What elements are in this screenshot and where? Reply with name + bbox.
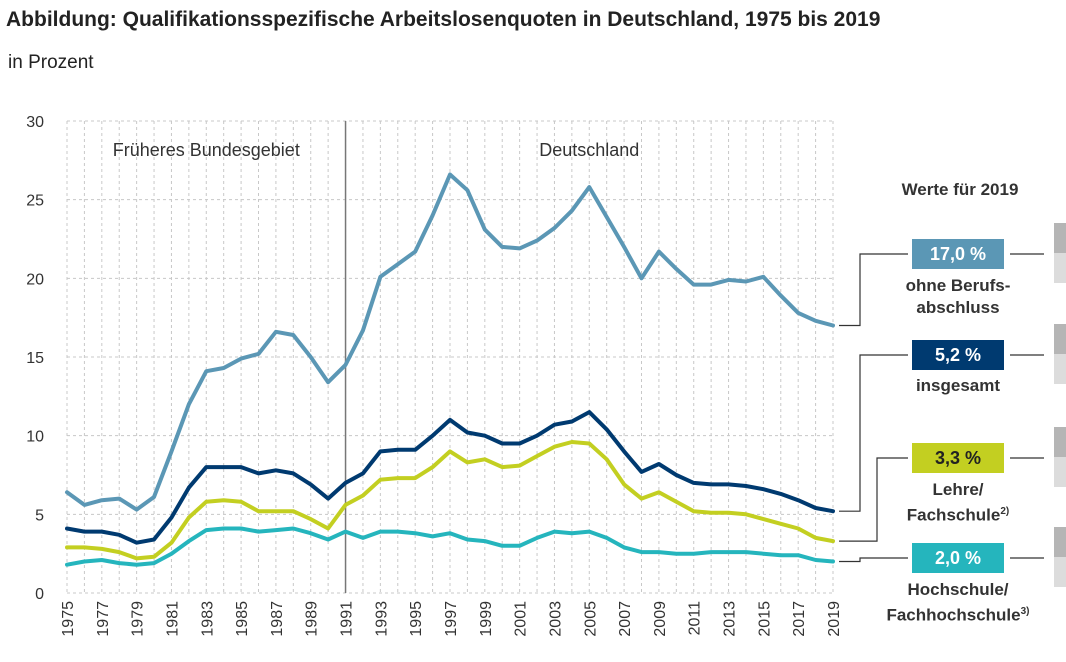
x-tick-label: 1987: [269, 601, 286, 637]
value-badge: 17,0 %: [912, 239, 1004, 269]
x-tick-label: 2001: [513, 601, 530, 637]
y-tick-label: 0: [35, 586, 44, 603]
x-tick-label: 2003: [547, 601, 564, 637]
y-tick-label: 15: [26, 350, 44, 367]
series-label-line: ohne Berufs-: [905, 276, 1011, 295]
region-label-west: Früheres Bundesgebiet: [113, 140, 300, 160]
panel-tab: [1054, 223, 1066, 253]
footnote-marker: 3): [1020, 606, 1030, 617]
panel-tab: [1054, 324, 1066, 354]
value-badge: 5,2 %: [912, 340, 1004, 370]
connector-lines: [839, 253, 1044, 563]
series-label: Lehre/Fachschule2): [868, 479, 1048, 527]
y-tick-label: 10: [26, 429, 44, 446]
x-tick-label: 1989: [304, 601, 321, 637]
x-tick-label: 1999: [478, 601, 495, 637]
x-tick-label: 1983: [199, 601, 216, 637]
series-line: [65, 526, 835, 567]
x-tick-label: 2009: [652, 601, 669, 637]
y-axis: 0 5 10 15 20 25 30: [26, 114, 44, 603]
x-tick-label: 1991: [339, 601, 356, 637]
panel-tab: [1054, 557, 1066, 587]
series-label-line: Fachschule2): [906, 505, 1010, 525]
x-tick-label: 2019: [826, 601, 843, 637]
panel-tab: [1054, 427, 1066, 457]
y-tick-label: 5: [35, 507, 44, 524]
y-tick-label: 20: [26, 271, 44, 288]
panel-tab: [1054, 354, 1066, 384]
x-tick-label: 1977: [95, 601, 112, 637]
series-label-line: Hochschule/: [907, 580, 1009, 599]
footnote-marker: 2): [1000, 506, 1010, 517]
x-tick-label: 2017: [791, 601, 808, 637]
x-tick-label: 2007: [617, 601, 634, 637]
series-group: [65, 172, 835, 567]
y-tick-label: 25: [26, 193, 44, 210]
panel-tab: [1054, 253, 1066, 283]
series-label: ohne Berufs-abschluss: [868, 275, 1048, 319]
x-tick-label: 1975: [60, 601, 77, 637]
x-tick-label: 2015: [756, 601, 773, 637]
x-tick-label: 1981: [164, 601, 181, 637]
panel-tab: [1054, 527, 1066, 557]
region-label-unified: Deutschland: [539, 140, 639, 160]
series-label-line: Fachhochschule3): [886, 605, 1030, 625]
series-label: Hochschule/Fachhochschule3): [868, 579, 1048, 627]
connector-line: [839, 354, 908, 512]
series-label: insgesamt: [868, 375, 1048, 397]
value-badge: 3,3 %: [912, 443, 1004, 473]
series-label-line: Lehre/: [932, 480, 984, 499]
series-line: [65, 410, 835, 545]
panel-tab: [1054, 457, 1066, 487]
y-tick-label: 30: [26, 114, 44, 131]
x-tick-label: 1995: [408, 601, 425, 637]
connector-line: [839, 253, 908, 327]
x-tick-label: 1985: [234, 601, 251, 637]
series-line: [65, 172, 835, 512]
connector-line: [839, 457, 908, 542]
x-tick-label: 1993: [373, 601, 390, 637]
x-tick-label: 2011: [687, 601, 704, 636]
x-tick-label: 2013: [722, 601, 739, 637]
grid: [66, 120, 834, 594]
x-tick-label: 2005: [582, 601, 599, 637]
chart-subtitle: in Prozent: [8, 52, 94, 73]
panel-title: Werte für 2019: [901, 180, 1019, 199]
series-label-line: insgesamt: [915, 376, 1001, 395]
x-axis: 1975 1977 1979 1981 1983 1985 1987 1989 1991 1993…: [60, 601, 843, 637]
x-tick-label: 1979: [130, 601, 147, 637]
chart-title: Abbildung: Qualifikationsspezifische Arb…: [6, 8, 881, 31]
series-label-line: abschluss: [916, 298, 1000, 317]
x-tick-label: 1997: [443, 601, 460, 637]
value-badge: 2,0 %: [912, 543, 1004, 573]
series-line: [65, 440, 835, 561]
connector-line: [839, 557, 908, 563]
